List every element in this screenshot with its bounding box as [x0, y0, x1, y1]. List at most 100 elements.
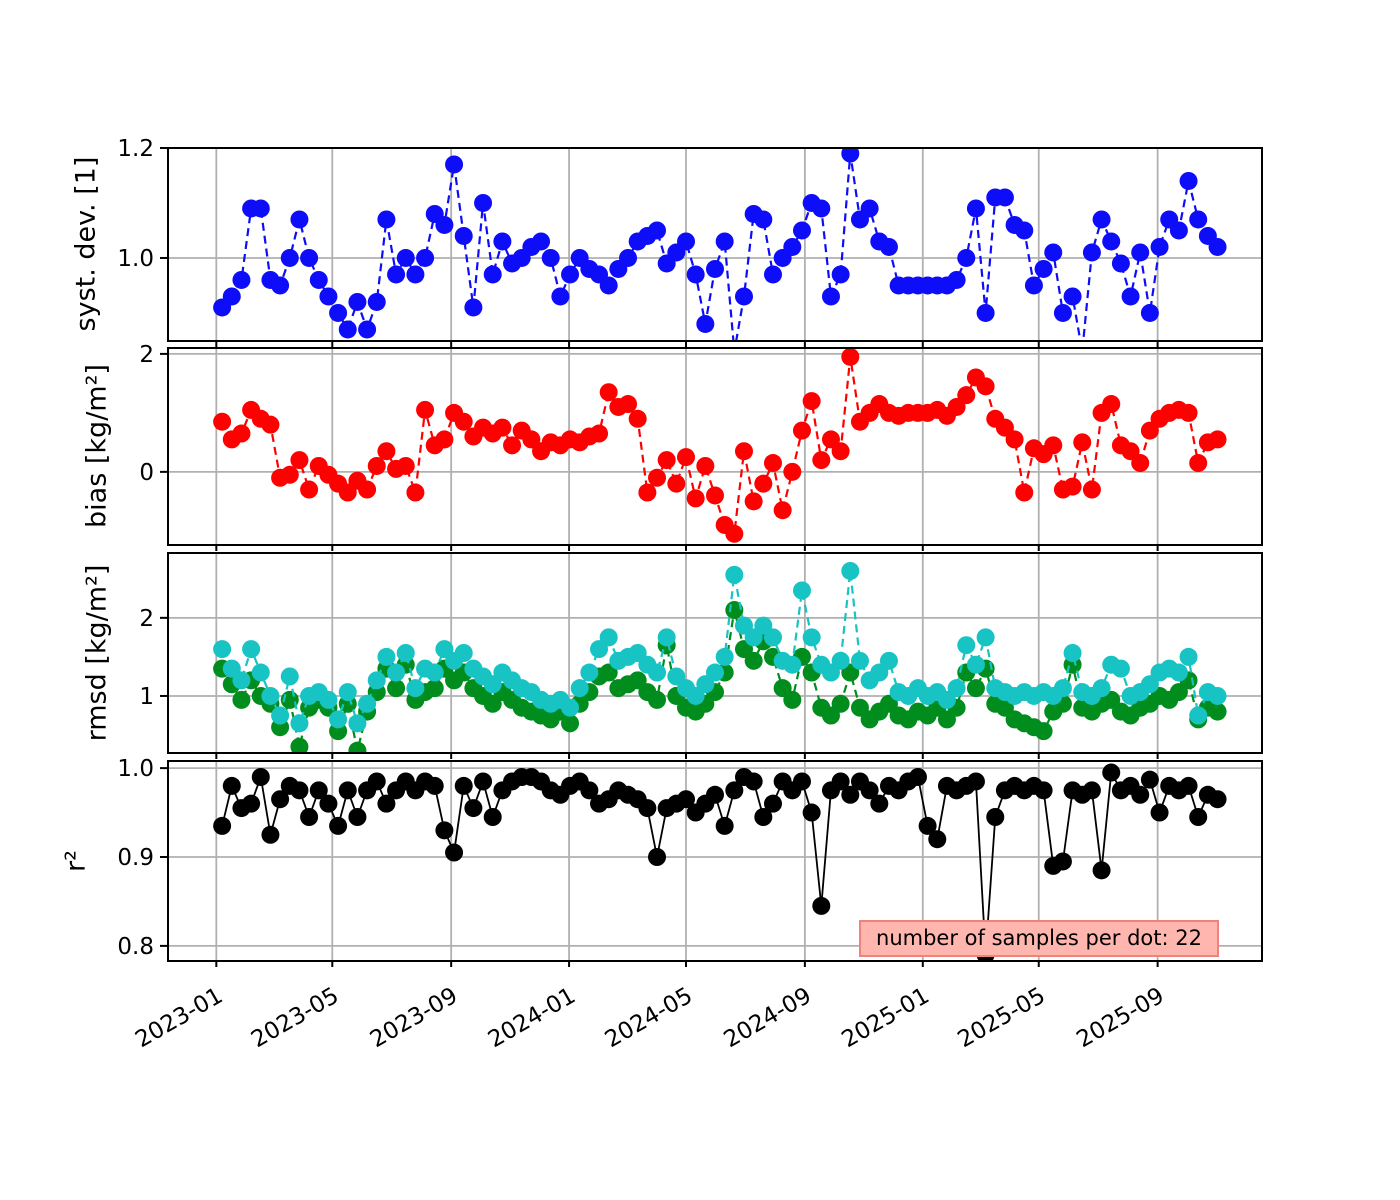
- syst_dev-dot: [541, 248, 560, 267]
- r_squared-dot: [454, 776, 473, 795]
- r_squared-dot: [715, 816, 734, 835]
- r_squared-dot: [213, 816, 232, 835]
- rmsd_cyan-dot: [966, 655, 985, 674]
- bias-dot: [358, 480, 377, 499]
- r_squared-dot: [300, 808, 319, 826]
- syst_dev-dot: [222, 287, 241, 306]
- bias-dot: [1015, 483, 1034, 502]
- rmsd_cyan-dot: [358, 694, 377, 713]
- rmsd_green-dot: [783, 690, 802, 709]
- syst_dev-dot: [763, 265, 782, 284]
- bias-dot: [657, 451, 676, 470]
- rmsd_cyan-dot: [396, 644, 415, 662]
- bias-dot: [1131, 454, 1150, 473]
- syst_dev-dot: [464, 298, 483, 317]
- syst_dev-dot: [1140, 303, 1159, 322]
- rmsd_cyan-dot: [1189, 706, 1208, 725]
- syst_dev-dot: [1169, 221, 1188, 240]
- r_squared-dot: [754, 808, 773, 826]
- syst_dev-dot: [599, 276, 618, 295]
- rmsd_green-dot: [1034, 722, 1053, 741]
- axes-spine: [167, 147, 1263, 342]
- syst_dev-dot: [619, 248, 638, 267]
- ylabel-r2: r²: [60, 850, 92, 872]
- bias-dot: [1005, 430, 1024, 449]
- rmsd_green-dot: [561, 714, 580, 733]
- bias-dot: [831, 442, 850, 461]
- rmsd_green-dot: [744, 651, 763, 670]
- r_squared-dot: [918, 816, 937, 835]
- x-tick-label: 2024-09: [720, 983, 816, 1054]
- rmsd_green-dot: [290, 737, 309, 753]
- bias-dot: [396, 456, 415, 475]
- syst_dev-dot: [435, 215, 454, 234]
- y-tick-label: 1.0: [117, 756, 154, 782]
- rmsd_cyan-dot: [570, 679, 589, 698]
- r_squared-dot: [1102, 763, 1121, 782]
- syst_dev-dot: [1208, 237, 1227, 256]
- syst_dev-dot: [1150, 237, 1169, 256]
- syst_dev-dot: [715, 232, 734, 251]
- r_squared-dot: [744, 772, 763, 791]
- r_squared-dot: [1092, 861, 1111, 880]
- rmsd_cyan-dot: [251, 663, 270, 682]
- rmsd_cyan-dot: [648, 663, 667, 682]
- axes-spine: [167, 552, 1263, 754]
- bias-dot: [841, 348, 860, 366]
- r_squared-dot: [638, 799, 657, 818]
- syst_dev-dot: [300, 248, 319, 267]
- syst_dev-dot: [561, 265, 580, 284]
- r_squared-dot: [792, 772, 811, 791]
- bias-dot: [792, 421, 811, 440]
- syst_dev-dot: [696, 314, 715, 333]
- x-tick-label: 2025-01: [838, 983, 934, 1054]
- bias-dot: [677, 448, 696, 467]
- syst_dev-dot: [367, 292, 386, 311]
- r_squared-dot: [1208, 790, 1227, 809]
- rmsd_cyan-dot: [561, 698, 580, 717]
- syst_dev-dot: [947, 270, 966, 289]
- r_squared-dot: [812, 896, 831, 915]
- r_squared-dot: [1082, 781, 1101, 800]
- bias-dot: [261, 415, 280, 434]
- syst_dev-dot: [1063, 287, 1082, 306]
- syst_dev-dot: [338, 320, 357, 339]
- bias-dot: [1208, 430, 1227, 449]
- syst_dev-dot: [860, 199, 879, 218]
- rmsd_cyan-dot: [715, 647, 734, 666]
- axes-spine: [167, 760, 1263, 962]
- r_squared-dot: [338, 781, 357, 800]
- r_squared-dot: [261, 825, 280, 844]
- syst_dev-dot: [706, 259, 724, 278]
- bias-dot: [619, 395, 638, 414]
- bias-dot: [232, 424, 251, 443]
- syst_dev-dot: [280, 248, 299, 267]
- r_squared-dot: [1140, 770, 1159, 789]
- rmsd_cyan-dot: [831, 651, 850, 670]
- rmsd_green-dot: [966, 679, 985, 698]
- bias-dot: [802, 392, 821, 411]
- syst_dev-dot: [532, 232, 551, 251]
- syst_dev-dot: [454, 226, 473, 245]
- r_squared-dot: [908, 768, 927, 786]
- x-tick-label: 2023-09: [366, 983, 462, 1054]
- syst_dev-dot: [1024, 276, 1043, 295]
- syst_dev-dot: [686, 265, 705, 284]
- syst_dev-dot: [483, 265, 502, 284]
- syst_dev-dot: [1111, 254, 1130, 273]
- rmsd_cyan-dot: [348, 714, 367, 733]
- syst_dev-dot: [957, 248, 976, 267]
- bias-dot: [976, 377, 995, 396]
- bias-dot: [754, 474, 773, 493]
- syst_dev-dot: [1044, 243, 1063, 262]
- rmsd_cyan-dot: [1053, 679, 1072, 698]
- bias-dot: [300, 480, 319, 499]
- syst_dev-dot: [648, 221, 667, 240]
- rmsd_cyan-dot: [947, 679, 966, 698]
- bias-dot: [696, 456, 715, 475]
- syst_dev-dot: [319, 287, 338, 306]
- r_squared-dot: [290, 781, 309, 800]
- r_squared-dot: [271, 790, 290, 809]
- syst_dev-dot: [551, 287, 570, 306]
- x-tick-label: 2023-05: [247, 983, 343, 1054]
